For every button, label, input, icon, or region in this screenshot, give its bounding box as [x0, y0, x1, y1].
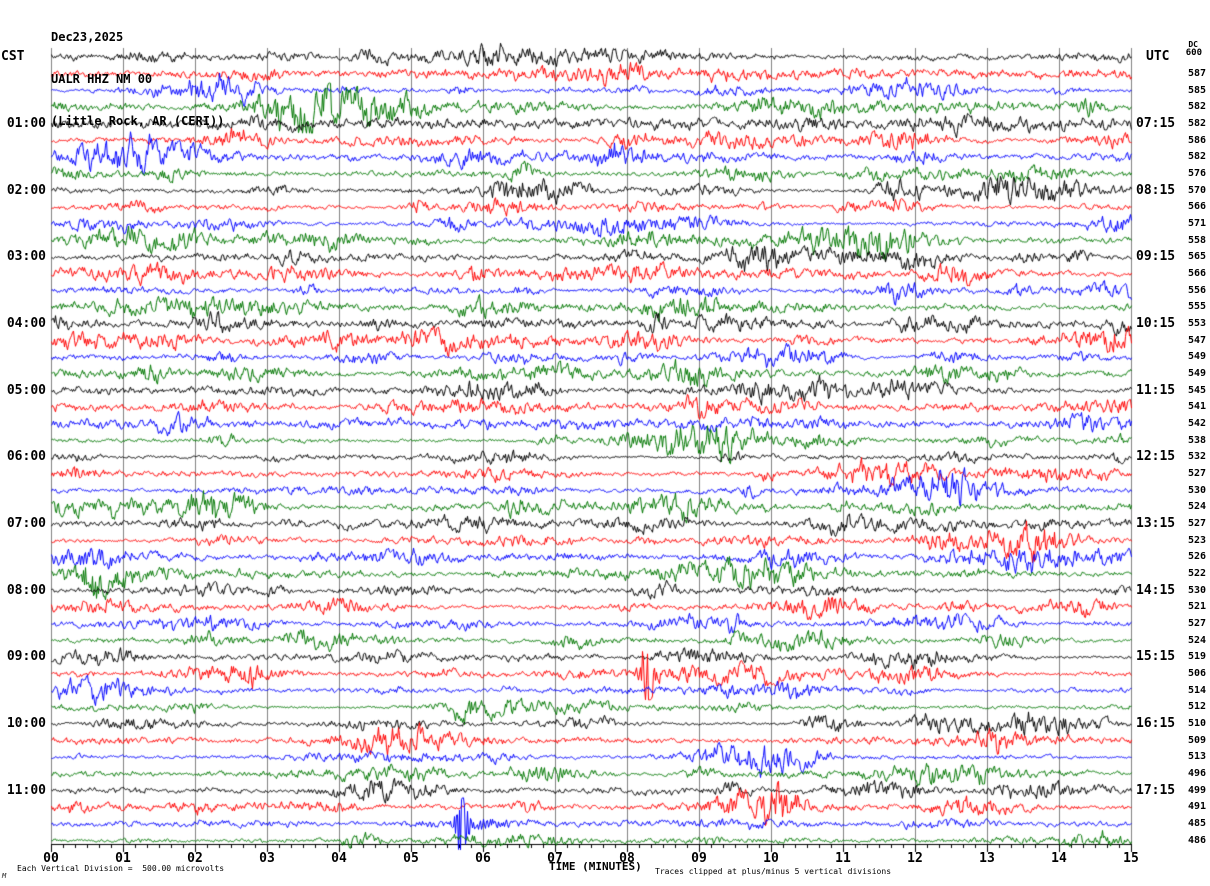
cst-hour-label: 05:00 — [6, 382, 46, 398]
dc-offset-value: 549 — [1187, 351, 1206, 363]
dc-offset-value: 524 — [1187, 501, 1206, 513]
x-tick-label: 08 — [619, 851, 635, 866]
utc-hour-label: 08:15 — [1136, 182, 1176, 198]
dc-offset-value: 541 — [1187, 401, 1206, 413]
header-date: Dec23,2025 — [51, 30, 124, 44]
dc-offset-value: 582 — [1187, 151, 1206, 163]
dc-offset-value: 521 — [1187, 601, 1206, 613]
utc-hour-label: 17:15 — [1136, 782, 1176, 798]
dc-offset-value: 545 — [1187, 384, 1206, 396]
corner-mark: M — [2, 872, 7, 880]
utc-hour-label: 14:15 — [1136, 582, 1176, 598]
dc-offset-value: 553 — [1187, 317, 1206, 329]
cst-hour-label: 04:00 — [6, 315, 46, 331]
plot-header: Dec23,2025 UALR HHZ NM 00 (Little Rock, … — [51, 2, 224, 156]
x-tick-label: 01 — [115, 851, 131, 866]
dc-offset-value: 600 — [1185, 48, 1202, 58]
cst-hour-label: 06:00 — [6, 449, 46, 465]
dc-offset-value: 585 — [1187, 84, 1206, 96]
dc-offset-value: 485 — [1187, 817, 1206, 829]
dc-offset-value: 538 — [1187, 434, 1206, 446]
cst-hour-label: 01:00 — [6, 115, 46, 131]
dc-offset-value: 556 — [1187, 284, 1206, 296]
x-tick-label: 02 — [187, 851, 203, 866]
x-tick-label: 11 — [835, 851, 851, 866]
dc-offset-value: 549 — [1187, 367, 1206, 379]
cst-hour-label: 11:00 — [6, 782, 46, 798]
dc-offset-value: 510 — [1187, 717, 1206, 729]
header-station: UALR HHZ NM 00 — [51, 72, 153, 86]
dc-offset-value: 530 — [1187, 484, 1206, 496]
dc-offset-value: 571 — [1187, 217, 1206, 229]
dc-offset-value: 496 — [1187, 767, 1206, 779]
dc-offset-value: 514 — [1187, 684, 1206, 696]
x-tick-label: 03 — [259, 851, 275, 866]
x-tick-label: 07 — [547, 851, 563, 866]
dc-offset-value: 530 — [1187, 584, 1206, 596]
utc-hour-label: 16:15 — [1136, 715, 1176, 731]
utc-hour-label: 10:15 — [1136, 315, 1176, 331]
cst-hour-label: 10:00 — [6, 715, 46, 731]
dc-offset-value: 566 — [1187, 267, 1206, 279]
cst-hour-label: 09:00 — [6, 649, 46, 665]
x-tick-label: 09 — [691, 851, 707, 866]
x-tick-label: 00 — [43, 851, 59, 866]
cst-hour-label: 08:00 — [6, 582, 46, 598]
dc-offset-value: 527 — [1187, 467, 1206, 479]
x-tick-label: 14 — [1051, 851, 1067, 866]
dc-offset-value: 547 — [1187, 334, 1206, 346]
dc-offset-value: 524 — [1187, 634, 1206, 646]
x-tick-label: 13 — [979, 851, 995, 866]
dc-offset-value: 582 — [1187, 117, 1206, 129]
utc-hour-label: 11:15 — [1136, 382, 1176, 398]
dc-offset-value: 519 — [1187, 651, 1206, 663]
dc-offset-value: 555 — [1187, 301, 1206, 313]
dc-offset-value: 566 — [1187, 201, 1206, 213]
dc-offset-value: 527 — [1187, 617, 1206, 629]
x-tick-label: 15 — [1123, 851, 1139, 866]
dc-offset-value: 512 — [1187, 701, 1206, 713]
utc-column-header: UTC — [1146, 49, 1170, 64]
header-location: (Little Rock, AR (CERI)) — [51, 114, 225, 128]
cst-hour-label: 03:00 — [6, 249, 46, 265]
cst-hour-label: 07:00 — [6, 515, 46, 531]
dc-offset-value: 587 — [1187, 67, 1206, 79]
cst-column-header: CST — [1, 49, 25, 64]
dc-offset-value: 522 — [1187, 567, 1206, 579]
dc-offset-value: 576 — [1187, 167, 1206, 179]
dc-offset-value: 486 — [1187, 834, 1206, 846]
utc-hour-label: 07:15 — [1136, 115, 1176, 131]
dc-offset-value: 582 — [1187, 101, 1206, 113]
dc-offset-value: 509 — [1187, 734, 1206, 746]
x-tick-label: 12 — [907, 851, 923, 866]
scale-note: Each Vertical Division = 500.00 microvol… — [17, 864, 225, 873]
dc-offset-value: 565 — [1187, 251, 1206, 263]
x-tick-label: 06 — [475, 851, 491, 866]
x-tick-label: 05 — [403, 851, 419, 866]
dc-offset-value: 506 — [1187, 667, 1206, 679]
dc-offset-value: 586 — [1187, 134, 1206, 146]
dc-offset-value: 499 — [1187, 784, 1206, 796]
cst-hour-label: 02:00 — [6, 182, 46, 198]
dc-offset-value: 523 — [1187, 534, 1206, 546]
utc-hour-label: 09:15 — [1136, 249, 1176, 265]
utc-hour-label: 15:15 — [1136, 649, 1176, 665]
x-tick-label: 10 — [763, 851, 779, 866]
x-tick-label: 04 — [331, 851, 347, 866]
utc-hour-label: 13:15 — [1136, 515, 1176, 531]
x-axis-title: TIME (MINUTES) — [549, 860, 642, 873]
dc-offset-value: 558 — [1187, 234, 1206, 246]
dc-offset-value: 570 — [1187, 184, 1206, 196]
dc-offset-value: 513 — [1187, 751, 1206, 763]
clip-note: Traces clipped at plus/minus 5 vertical … — [655, 867, 892, 876]
dc-offset-value: 542 — [1187, 417, 1206, 429]
dc-offset-value: 532 — [1187, 451, 1206, 463]
dc-offset-value: 527 — [1187, 517, 1206, 529]
dc-offset-value: 526 — [1187, 551, 1206, 563]
dc-offset-value: 491 — [1187, 801, 1206, 813]
utc-hour-label: 12:15 — [1136, 449, 1176, 465]
dc-offset-header: DC — [1188, 40, 1198, 49]
